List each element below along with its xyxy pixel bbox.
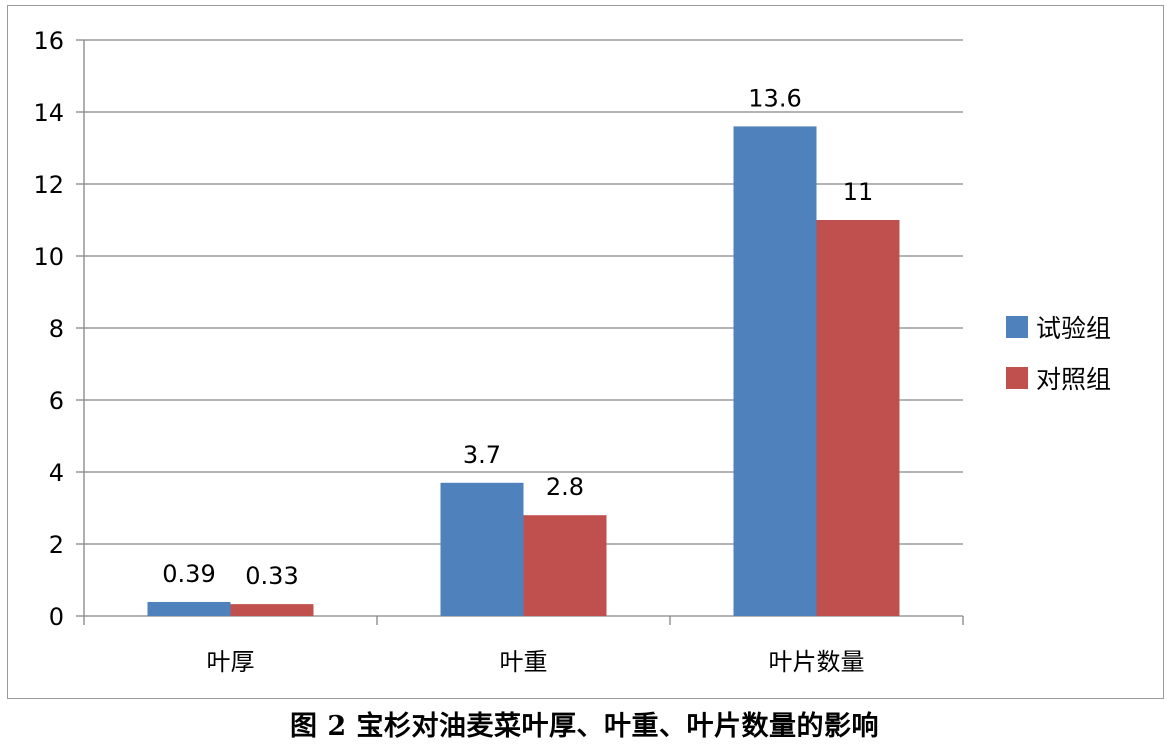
bar [733, 126, 817, 617]
bar [147, 601, 231, 616]
bar [816, 220, 900, 616]
y-tick-label: 14 [33, 99, 64, 127]
data-label: 3.7 [463, 441, 501, 469]
data-label: 2.8 [546, 473, 584, 501]
bar-chart: 0 2 4 6 8 10 12 14 16 叶厚 叶重 叶片数量 0.39 0.33 3.7 2.8 13.6… [33, 27, 1111, 676]
data-label: 0.39 [162, 560, 215, 588]
data-label: 0.33 [245, 562, 298, 590]
x-category-label: 叶厚 [207, 648, 255, 676]
figure-caption: 图 2 宝杉对油麦菜叶厚、叶重、叶片数量的影响 [289, 711, 880, 742]
x-category-label: 叶重 [500, 648, 548, 676]
y-tick-label: 12 [33, 171, 64, 199]
data-labels: 0.39 0.33 3.7 2.8 13.6 11 [162, 84, 873, 590]
legend-swatch [1006, 316, 1028, 338]
x-category-label: 叶片数量 [769, 648, 865, 676]
data-label: 13.6 [748, 84, 801, 112]
legend-label: 试验组 [1036, 314, 1111, 343]
bars [147, 126, 900, 617]
y-tick-label: 2 [49, 531, 64, 559]
y-tick-label: 8 [49, 315, 64, 343]
y-tick-label: 6 [49, 387, 64, 415]
bar [523, 515, 607, 616]
legend-label: 对照组 [1036, 365, 1111, 394]
data-label: 11 [843, 178, 874, 206]
y-tick-label: 4 [49, 459, 64, 487]
bar [230, 604, 314, 616]
axes: 0 2 4 6 8 10 12 14 16 叶厚 叶重 叶片数量 [33, 27, 964, 676]
y-tick-label: 0 [49, 603, 64, 631]
y-tick-label: 16 [33, 27, 64, 55]
bar [440, 482, 524, 616]
legend-swatch [1006, 367, 1028, 389]
y-tick-label: 10 [33, 243, 64, 271]
